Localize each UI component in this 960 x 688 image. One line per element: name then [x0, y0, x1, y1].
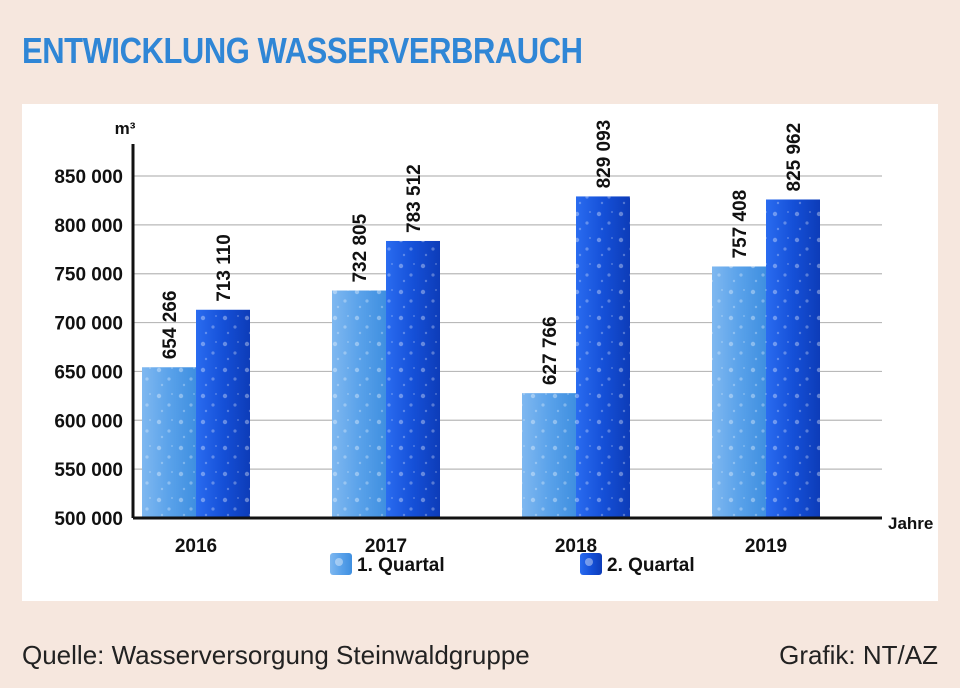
x-tick-label: 2019 [745, 536, 787, 557]
x-tick-label: 2017 [365, 536, 407, 557]
data-label: 713 110 [214, 234, 235, 302]
bar-texture [766, 199, 820, 518]
x-tick-label: 2018 [555, 536, 597, 557]
y-tick-label: 650 000 [54, 362, 123, 383]
data-label: 757 408 [730, 190, 751, 259]
data-label: 825 962 [784, 123, 805, 192]
bar-texture [142, 367, 196, 518]
bar-texture [576, 196, 630, 518]
bar-texture [522, 393, 576, 518]
legend-swatch-2 [580, 553, 602, 575]
bar-texture [196, 309, 250, 518]
legend-swatch-highlight [335, 558, 343, 566]
chart-panel: 500 000 550 000 600 000 650 000 700 000 750 0… [22, 104, 938, 601]
data-label: 654 266 [160, 291, 181, 360]
y-axis-unit: m³ [115, 119, 136, 138]
y-tick-label: 800 000 [54, 216, 123, 237]
data-label: 732 805 [350, 213, 371, 282]
y-tick-label: 600 000 [54, 411, 123, 432]
legend-swatch-1 [330, 553, 352, 575]
chart-title: ENTWICKLUNG WASSERVERBRAUCH [22, 30, 583, 71]
data-label: 829 093 [594, 120, 615, 189]
y-tick-label: 750 000 [54, 265, 123, 286]
y-tick-label: 700 000 [54, 314, 123, 335]
bar-texture [332, 290, 386, 518]
legend-label-2: 2. Quartal [607, 555, 695, 576]
x-tick-label: 2016 [175, 536, 217, 557]
bar-texture [386, 240, 440, 519]
y-tick-label: 550 000 [54, 460, 123, 481]
y-tick-label: 850 000 [54, 167, 123, 188]
x-axis-label: Jahre [888, 514, 933, 533]
y-tick-label: 500 000 [54, 509, 123, 530]
data-label: 627 766 [540, 316, 561, 385]
legend-label-1: 1. Quartal [357, 555, 445, 576]
legend-swatch-highlight [585, 558, 593, 566]
bar-texture [712, 266, 766, 518]
data-label: 783 512 [404, 164, 425, 233]
bar-chart: 500 000 550 000 600 000 650 000 700 000 750 0… [54, 119, 933, 576]
credit-note: Grafik: NT/AZ [779, 640, 938, 670]
source-note: Quelle: Wasserversorgung Steinwaldgruppe [22, 640, 530, 670]
